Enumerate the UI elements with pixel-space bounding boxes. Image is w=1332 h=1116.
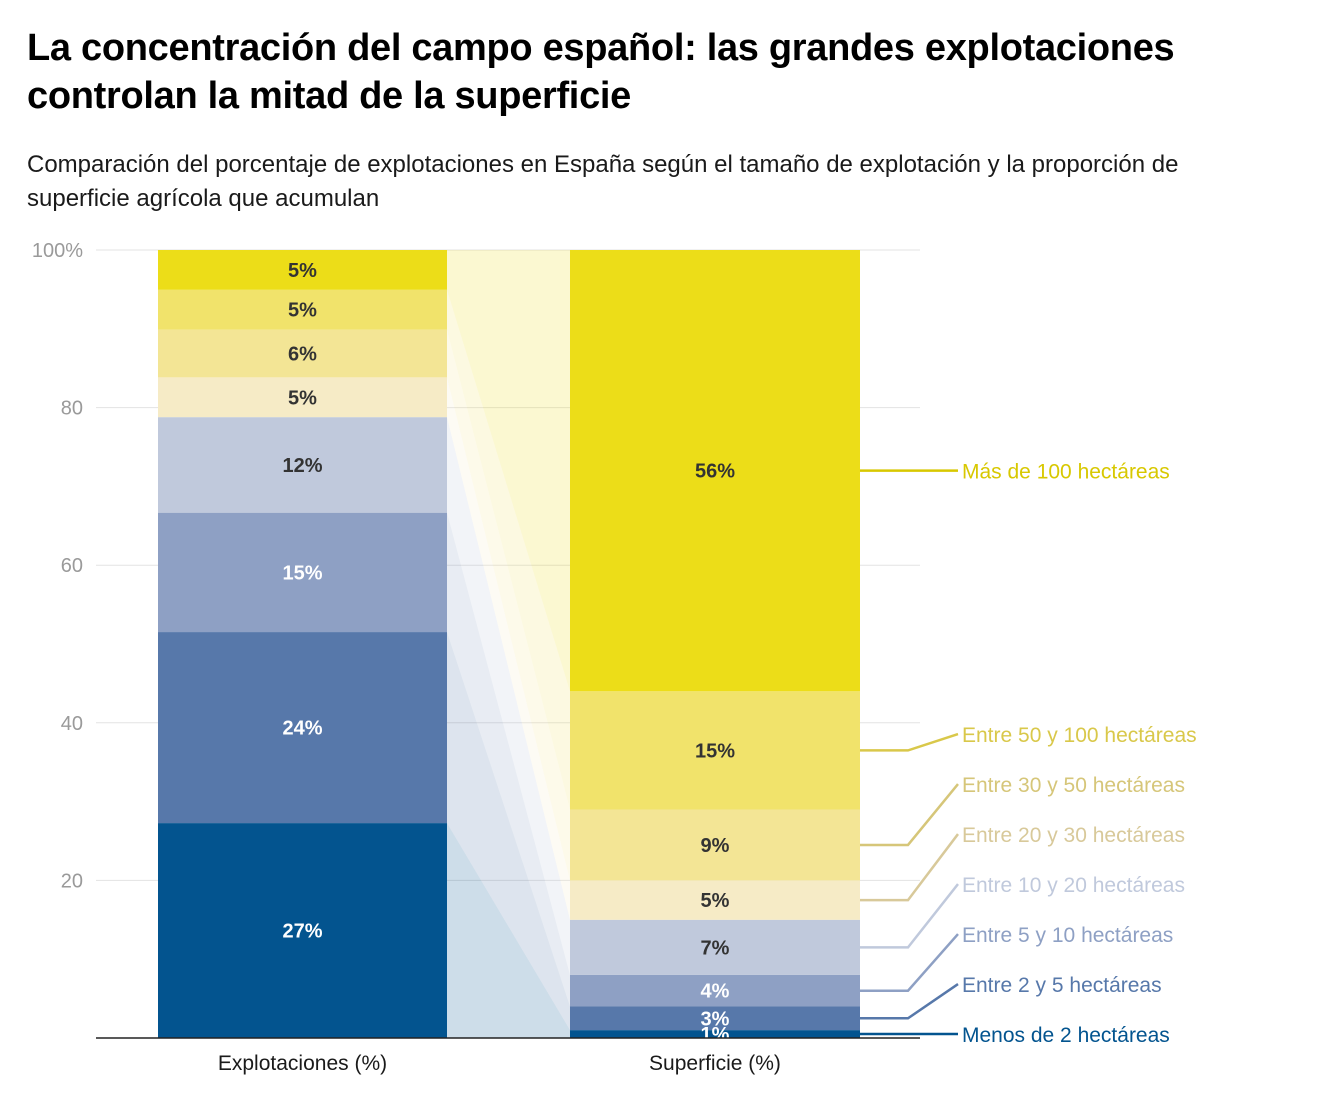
axes: 20 40 60 80 100% Explotaciones (%) Superficie … (32, 240, 920, 1075)
bar-segment-menos-de-2-hectareas-superficie (570, 1030, 860, 1038)
bar-segment-mas-de-100-hectareas-explotaciones (158, 250, 447, 290)
data-label: 12% (282, 455, 322, 477)
y-tick-label: 80 (61, 398, 83, 420)
data-label: 5% (288, 387, 317, 409)
chart-subtitle: Comparación del porcentaje de explotacio… (27, 151, 1179, 212)
legend-connector (860, 833, 959, 902)
y-tick-label: 40 (61, 713, 83, 735)
x-category-label: Explotaciones (%) (218, 1052, 387, 1075)
ribbon-entre-30-y-50-hectareas (447, 329, 570, 881)
ribbon-mas-de-100-hectareas (447, 250, 570, 692)
legend-label-entre-2-y-5-hectareas: Entre 2 y 5 hectáreas (962, 974, 1162, 997)
ribbon-entre-50-y-100-hectareas (447, 289, 570, 810)
data-label: 7% (701, 937, 730, 959)
data-label: 24% (282, 718, 322, 740)
bar-segment-entre-30-y-50-hectareas-explotaciones (158, 329, 447, 378)
data-label: 3% (701, 1008, 730, 1030)
bar-segment-menos-de-2-hectareas-explotaciones (158, 823, 447, 1038)
legend-label-entre-10-y-20-hectareas: Entre 10 y 20 hectáreas (962, 874, 1185, 897)
data-label: 4% (701, 981, 730, 1003)
data-label: 15% (282, 562, 322, 584)
legend-label-entre-20-y-30-hectareas: Entre 20 y 30 hectáreas (962, 824, 1185, 847)
legend-connector (860, 983, 959, 1020)
bar-segment-entre-20-y-30-hectareas-explotaciones (158, 377, 447, 418)
legend-label-entre-30-y-50-hectareas: Entre 30 y 50 hectáreas (962, 774, 1185, 797)
data-label: 9% (701, 835, 730, 857)
ribbon-entre-10-y-20-hectareas (447, 417, 570, 975)
ribbon-entre-5-y-10-hectareas (447, 512, 570, 1007)
bar-segment-entre-2-y-5-hectareas-explotaciones (158, 632, 447, 824)
bar-segment-entre-20-y-30-hectareas-superficie (570, 880, 860, 920)
segment-labels: 27% 1% 24% 3% 15% 4% 12% 7% 5% 5% 6% 9% 5% 15% 5% 56% (282, 260, 735, 1046)
legend-connector (860, 933, 959, 992)
data-label: 1% (701, 1024, 730, 1046)
ribbon-menos-de-2-hectareas (447, 823, 570, 1038)
data-label: 5% (288, 300, 317, 322)
bar-segment-entre-50-y-100-hectareas-explotaciones (158, 289, 447, 330)
connector-ribbons (447, 250, 570, 1038)
bar-segment-mas-de-100-hectareas-superficie (570, 250, 860, 692)
y-tick-label: 60 (61, 555, 83, 577)
data-label: 15% (695, 740, 735, 762)
legend-label-menos-de-2-hectareas: Menos de 2 hectáreas (962, 1024, 1170, 1047)
bar-segment-entre-2-y-5-hectareas-superficie (570, 1006, 860, 1031)
legend-label-entre-5-y-10-hectareas: Entre 5 y 10 hectáreas (962, 924, 1173, 947)
bar-segment-entre-5-y-10-hectareas-superficie (570, 974, 860, 1007)
ribbon-entre-2-y-5-hectareas (447, 632, 570, 1031)
bar-segment-entre-10-y-20-hectareas-explotaciones (158, 417, 447, 513)
data-label: 5% (701, 890, 730, 912)
data-label: 27% (282, 921, 322, 943)
y-tick-label: 20 (61, 870, 83, 892)
bar-segment-entre-50-y-100-hectareas-superficie (570, 691, 860, 810)
legend-connector (860, 883, 959, 949)
data-label: 56% (695, 461, 735, 483)
legend: Menos de 2 hectáreas Entre 2 y 5 hectárea… (860, 461, 1197, 1047)
legend-connector (860, 783, 959, 847)
bar-segments (158, 250, 860, 1038)
y-tick-label: 100% (32, 240, 83, 262)
legend-label-mas-de-100-hectareas: Más de 100 hectáreas (962, 461, 1170, 484)
legend-label-entre-50-y-100-hectareas: Entre 50 y 100 hectáreas (962, 724, 1197, 747)
bar-segment-entre-30-y-50-hectareas-superficie (570, 809, 860, 881)
data-label: 5% (288, 260, 317, 282)
ribbon-entre-20-y-30-hectareas (447, 377, 570, 920)
data-label: 6% (288, 343, 317, 365)
chart-title: La concentración del campo español: las … (27, 27, 1175, 117)
bar-segment-entre-5-y-10-hectareas-explotaciones (158, 512, 447, 633)
legend-connector (860, 732, 959, 752)
bar-segment-entre-10-y-20-hectareas-superficie (570, 919, 860, 975)
x-category-label: Superficie (%) (649, 1052, 781, 1075)
